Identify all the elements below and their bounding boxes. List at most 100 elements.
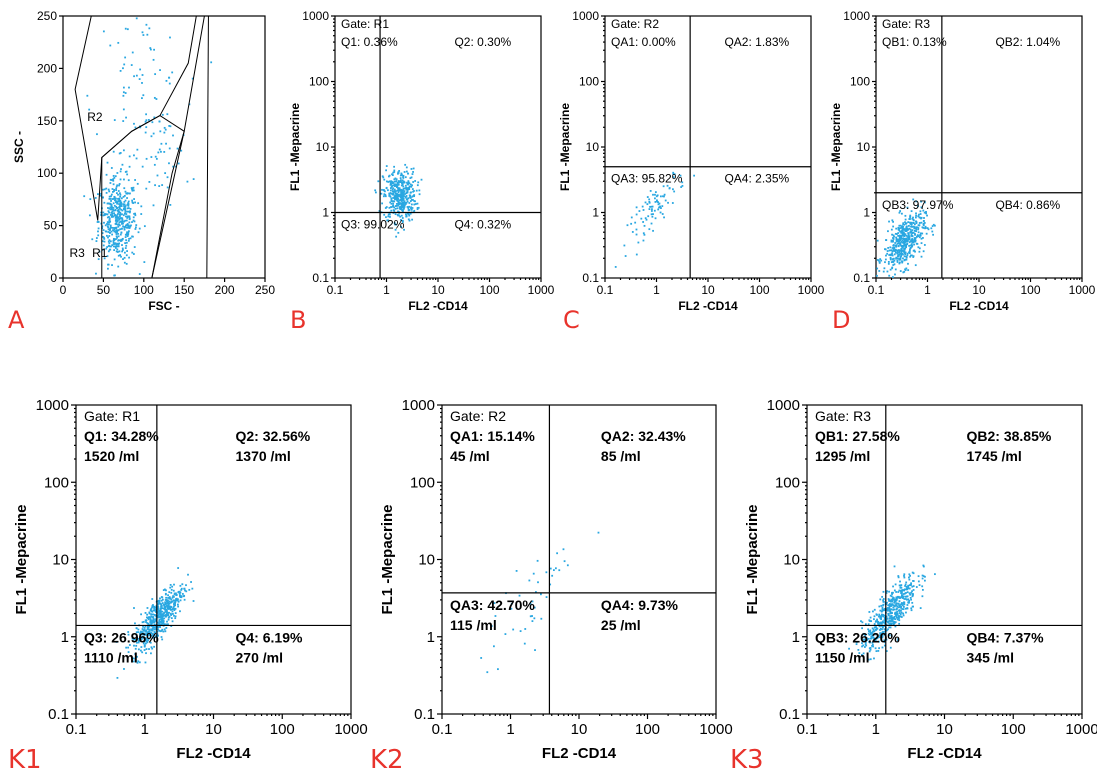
data-point [389, 189, 392, 192]
data-point [913, 249, 916, 252]
data-point [135, 157, 138, 160]
data-point [648, 228, 651, 231]
data-point [903, 232, 905, 234]
data-point [892, 249, 895, 252]
data-point [114, 199, 117, 202]
data-point [884, 261, 886, 264]
data-point [894, 604, 897, 607]
data-point [103, 238, 106, 240]
data-point [121, 222, 123, 225]
data-point [892, 617, 895, 619]
data-point [109, 208, 112, 211]
y-tick-label: 1 [61, 629, 69, 646]
scatter-points [115, 567, 195, 679]
data-point [924, 225, 927, 228]
data-point [138, 661, 141, 664]
data-point [660, 207, 662, 209]
data-point [108, 245, 111, 248]
data-point [399, 195, 401, 198]
data-point [882, 590, 885, 593]
data-point [116, 201, 119, 204]
panel-letter: K2 [370, 745, 404, 775]
data-point [884, 619, 887, 622]
data-point [144, 642, 147, 645]
data-point [103, 236, 105, 239]
data-point [860, 620, 862, 623]
data-point [117, 245, 120, 248]
data-point [399, 181, 402, 183]
data-point [895, 613, 898, 616]
data-point [134, 179, 137, 181]
data-point [115, 192, 118, 195]
data-point [882, 598, 885, 600]
data-point [124, 236, 127, 238]
data-point [395, 198, 398, 201]
data-point [872, 630, 874, 633]
data-point [385, 169, 388, 172]
quadrant-upper-right-stat: QB2: 1.04% [995, 35, 1060, 49]
data-point [897, 239, 900, 242]
data-point [128, 155, 131, 158]
data-point [115, 230, 118, 232]
data-point [106, 225, 109, 228]
data-point [931, 225, 934, 227]
data-point [397, 191, 400, 193]
data-point [118, 218, 121, 221]
data-point [157, 609, 160, 611]
data-point [140, 213, 143, 215]
data-point [883, 618, 886, 621]
data-point [888, 617, 891, 620]
data-point [900, 603, 903, 605]
data-point [162, 589, 165, 591]
data-point [401, 183, 404, 186]
data-point [911, 601, 914, 604]
quadrant-lower-right-stat: QB4: 7.37% [967, 629, 1045, 645]
data-point [890, 253, 893, 256]
data-point [123, 187, 126, 190]
data-point [913, 226, 916, 228]
data-point [181, 583, 184, 586]
data-point [146, 622, 149, 624]
data-point [901, 260, 904, 263]
data-point [109, 44, 112, 47]
data-point [650, 205, 653, 208]
data-point [896, 616, 898, 619]
data-point [385, 180, 388, 183]
data-point [404, 184, 407, 187]
data-point [177, 567, 180, 569]
data-point [407, 207, 410, 209]
data-point [892, 220, 894, 223]
data-point [895, 615, 898, 618]
data-point [135, 17, 138, 20]
data-point [401, 197, 403, 200]
data-point [877, 615, 880, 618]
y-tick-label: 100 [44, 474, 69, 491]
data-point [390, 183, 393, 186]
data-point [168, 147, 171, 150]
data-point [873, 615, 876, 618]
data-point [150, 156, 153, 158]
data-point [890, 605, 893, 607]
data-point [113, 190, 115, 193]
data-point [108, 235, 111, 237]
data-point [116, 202, 119, 205]
data-point [890, 617, 893, 620]
data-point [401, 221, 404, 223]
data-point [624, 255, 627, 257]
data-point [139, 68, 142, 71]
data-point [908, 235, 911, 238]
data-point [905, 255, 908, 258]
data-point [412, 167, 415, 170]
data-point [119, 228, 122, 231]
data-point [910, 239, 913, 242]
data-point [915, 200, 918, 203]
data-point [900, 236, 902, 239]
data-point [395, 223, 398, 226]
data-point [903, 223, 906, 226]
data-point [880, 614, 883, 617]
data-point [169, 601, 172, 604]
data-point [921, 588, 924, 591]
x-tick-label: 10 [936, 721, 953, 738]
data-point [654, 191, 657, 194]
data-point [117, 229, 120, 232]
